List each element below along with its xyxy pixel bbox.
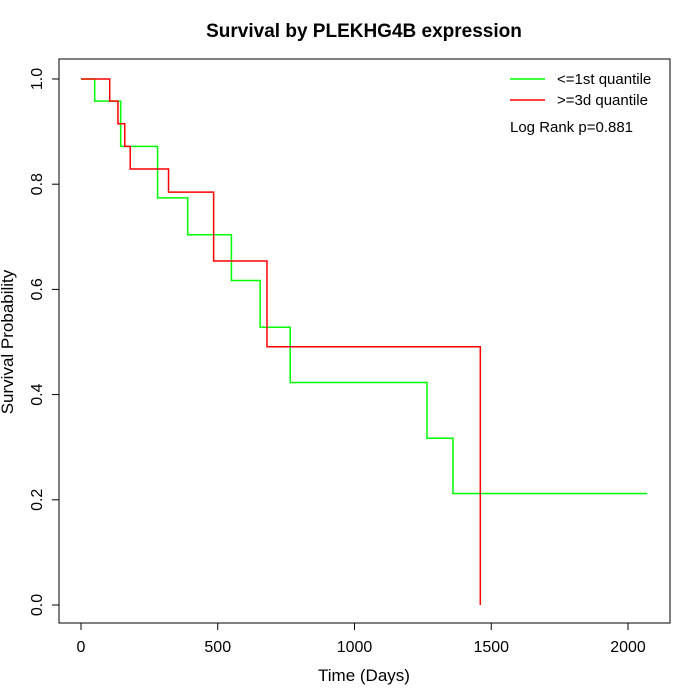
- series-line-1: [81, 78, 648, 495]
- legend-label: >=3d quantile: [557, 92, 648, 109]
- y-axis: 0.0 0.2 0.4 0.6 0.8 1.0: [29, 68, 60, 616]
- y-tick-label: 0.0: [29, 594, 46, 616]
- x-axis: 0 500 1000 1500 2000: [77, 622, 646, 656]
- x-tick-label: 0: [77, 639, 86, 656]
- y-tick-label: 1.0: [29, 68, 46, 90]
- x-tick-label: 2000: [610, 639, 646, 656]
- series-layer: [81, 78, 648, 605]
- series-line-2: [81, 78, 482, 605]
- y-axis-label: Survival Probability: [0, 269, 17, 414]
- log-rank-annotation: Log Rank p=0.881: [510, 119, 633, 136]
- chart-title: Survival by PLEKHG4B expression: [206, 21, 522, 42]
- y-tick-label: 0.4: [29, 383, 46, 405]
- y-tick-label: 0.8: [29, 173, 46, 195]
- x-tick-label: 500: [204, 639, 231, 656]
- legend-label: <=1st quantile: [557, 71, 651, 88]
- legend: <=1st quantile >=3d quantile: [510, 71, 651, 109]
- y-tick-label: 0.6: [29, 278, 46, 300]
- y-tick-label: 0.2: [29, 489, 46, 511]
- x-tick-label: 1000: [337, 639, 373, 656]
- x-axis-label: Time (Days): [318, 666, 410, 685]
- plot-frame: [58, 58, 671, 624]
- x-tick-label: 1500: [473, 639, 509, 656]
